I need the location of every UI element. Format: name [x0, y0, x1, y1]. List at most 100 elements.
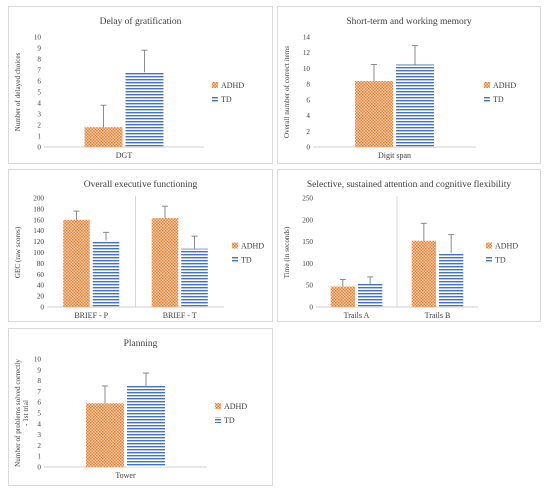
y-tick-label: 180 [33, 205, 44, 213]
y-tick-label: 100 [302, 260, 313, 268]
legend-swatch-td [215, 417, 221, 423]
y-axis-label: Number of delayed choices [14, 52, 22, 131]
x-category-label-brief-t: BRIEF - T [163, 311, 197, 320]
legend-label-adhd: ADHD [224, 402, 247, 411]
bar-td-dgt [125, 72, 164, 147]
legend-swatch-td [486, 256, 492, 263]
y-tick-label: 3 [37, 111, 41, 119]
bar-adhd-brief-t [151, 218, 179, 307]
chart-panel-attention-flexibility: Selective, sustained attention and cogni… [277, 169, 541, 322]
y-tick-label: 60 [37, 271, 45, 279]
chart-svg: Planning Number of problems solved correc… [14, 339, 247, 480]
legend-label-td: TD [495, 256, 506, 265]
y-tick-label: 10 [34, 34, 42, 42]
x-category-label-tower: Tower [115, 471, 136, 480]
legend-label-td: TD [224, 416, 235, 425]
y-tick-label: 0 [309, 304, 313, 312]
y-tick-label: 150 [302, 238, 313, 246]
x-category-label-brief-p: BRIEF - P [74, 311, 108, 320]
bar-adhd-brief-p [63, 219, 90, 307]
y-tick-label: 100 [33, 249, 44, 257]
bar-td-digit-span [396, 64, 434, 147]
y-tick-label: 5 [37, 89, 41, 97]
legend-swatch-adhd [232, 242, 238, 249]
legend-label-adhd: ADHD [241, 242, 264, 251]
legend-swatch-td [484, 96, 490, 102]
bar-td-brief-p [92, 240, 120, 307]
y-tick-label: 250 [302, 195, 313, 203]
legend-label-adhd: ADHD [221, 81, 244, 90]
y-tick-label: 200 [302, 216, 313, 224]
chart-title: Overall executive functioning [84, 179, 198, 190]
bar-adhd-dgt [84, 127, 123, 147]
x-category-label-digit-span: Digit span [378, 151, 411, 160]
chart-title: Planning [124, 339, 158, 349]
y-tick-label: 2 [306, 128, 310, 136]
y-tick-label: 160 [33, 216, 44, 224]
legend-swatch-td [212, 96, 218, 102]
y-tick-label: 0 [306, 144, 310, 152]
x-category-label-dgt: DGT [116, 151, 133, 160]
y-tick-label: 140 [33, 227, 44, 235]
y-tick-label: 8 [37, 377, 41, 385]
y-tick-label: 9 [37, 45, 41, 53]
y-tick-label: 4 [37, 420, 41, 428]
chart-svg: Overall executive functioning GEC (raw sc… [14, 179, 264, 320]
y-tick-label: 3 [37, 431, 41, 439]
y-tick-label: 12 [303, 49, 311, 57]
y-tick-label: 6 [306, 96, 310, 104]
bar-td-trails-a [358, 283, 383, 307]
y-tick-label: 2 [37, 122, 41, 130]
y-tick-label: 8 [306, 81, 310, 89]
chart-title: Delay of gratification [100, 16, 182, 27]
legend-swatch-adhd [486, 242, 492, 249]
y-axis-label: Overall number of correct items [283, 46, 291, 138]
y-tick-label: 0 [40, 304, 44, 312]
legend-label-adhd: ADHD [493, 81, 516, 90]
bar-td-brief-t [181, 248, 208, 307]
legend-label-td: TD [241, 256, 252, 265]
chart-svg: Selective, sustained attention and cogni… [283, 179, 518, 320]
chart-panel-planning: Planning Number of problems solved correc… [8, 328, 273, 486]
bar-adhd-tower [86, 403, 124, 467]
legend-swatch-td [232, 256, 238, 263]
chart-panel-short-term-memory: Short-term and working memory Overall num… [277, 6, 541, 164]
y-tick-label: 20 [37, 293, 45, 301]
y-axis-label: - 1st trial [22, 400, 30, 426]
chart-svg: Delay of gratification Number of delayed … [14, 16, 244, 160]
chart-svg: Short-term and working memory Overall num… [283, 17, 516, 160]
chart-panel-executive-functioning: Overall executive functioning GEC (raw sc… [8, 169, 273, 322]
bar-td-trails-b [439, 252, 464, 307]
bar-adhd-trails-a [330, 286, 355, 307]
y-tick-label: 8 [37, 56, 41, 64]
y-tick-label: 1 [37, 453, 41, 461]
y-tick-label: 6 [37, 78, 41, 86]
y-tick-label: 14 [303, 34, 311, 42]
legend-label-td: TD [221, 95, 232, 104]
y-axis-label: GEC (raw scores) [14, 226, 22, 278]
y-tick-label: 6 [37, 399, 41, 407]
y-tick-label: 1 [37, 133, 41, 141]
legend-swatch-adhd [215, 403, 221, 409]
y-tick-label: 10 [303, 65, 311, 73]
y-tick-label: 4 [37, 100, 41, 108]
y-tick-label: 120 [33, 238, 44, 246]
y-tick-label: 4 [306, 112, 310, 120]
y-tick-label: 80 [37, 260, 45, 268]
legend-label-adhd: ADHD [495, 242, 518, 251]
y-tick-label: 9 [37, 366, 41, 374]
y-tick-label: 200 [33, 195, 44, 203]
bar-td-tower [127, 386, 165, 467]
y-axis-label: Number of problems solved correctly [14, 359, 22, 467]
bar-adhd-trails-b [411, 240, 436, 307]
y-tick-label: 10 [34, 356, 42, 364]
y-tick-label: 40 [37, 282, 45, 290]
chart-title: Short-term and working memory [346, 17, 472, 27]
chart-title: Selective, sustained attention and cogni… [307, 179, 511, 190]
y-tick-label: 0 [37, 144, 41, 152]
bar-adhd-digit-span [355, 81, 393, 147]
x-category-label-trails-a: Trails A [344, 311, 370, 320]
legend-label-td: TD [493, 95, 504, 104]
y-tick-label: 5 [37, 410, 41, 418]
legend-swatch-adhd [484, 82, 490, 88]
